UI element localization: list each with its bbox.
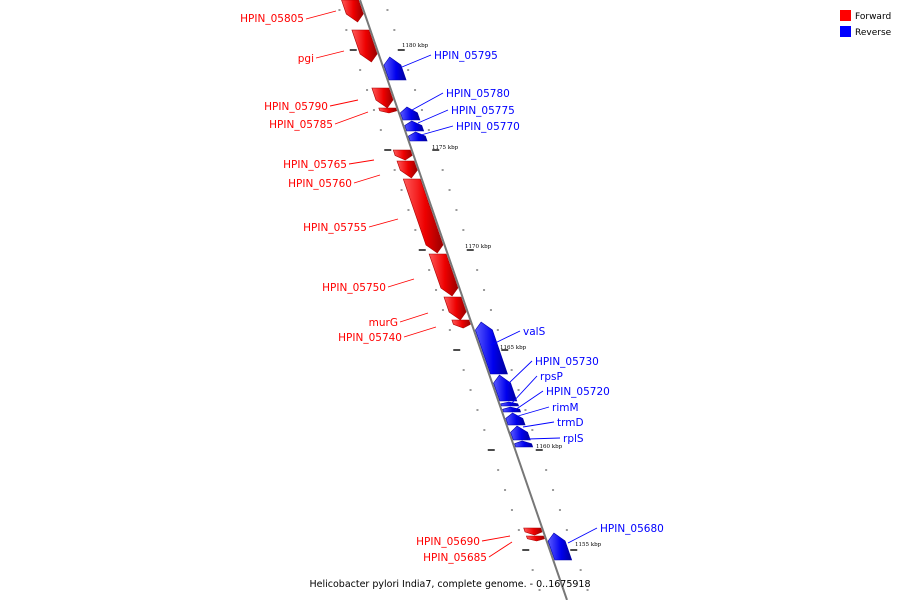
leader-line [507, 360, 533, 385]
leader-line [401, 54, 432, 68]
reverse-gene-arrow[interactable] [510, 425, 531, 441]
forward-gene-arrow[interactable] [443, 296, 467, 321]
gene-label-hpin-05795[interactable]: HPIN_05795 [434, 50, 498, 62]
gene-label-hpin-05750[interactable]: HPIN_05750 [322, 282, 386, 294]
leader-line [387, 278, 415, 288]
reverse-gene-arrow[interactable] [500, 401, 520, 407]
legend-reverse-label: Reverse [855, 28, 892, 38]
forward-gene-arrow[interactable] [371, 87, 394, 109]
leader-line [329, 99, 359, 107]
forward-gene-arrow[interactable] [523, 527, 543, 536]
gene-label-hpin-05765[interactable]: HPIN_05765 [283, 159, 347, 171]
leader-line [368, 218, 399, 228]
leader-line [481, 535, 511, 542]
gene-label-murg[interactable]: murG [369, 317, 398, 329]
gene-label-hpin-05755[interactable]: HPIN_05755 [303, 222, 367, 234]
tick-label-1160: 1160 kbp [536, 444, 563, 450]
genome-caption: Helicobacter pylori India7, complete gen… [309, 579, 590, 590]
leader-line [490, 330, 521, 346]
gene-label-hpin-05740[interactable]: HPIN_05740 [338, 332, 402, 344]
forward-gene-arrow[interactable] [525, 535, 545, 542]
gene-label-hpin-05685[interactable]: HPIN_05685 [423, 552, 487, 564]
forward-gene-arrow[interactable] [396, 160, 418, 179]
gene-label-hpin-05770[interactable]: HPIN_05770 [456, 121, 520, 133]
gene-label-hpin-05785[interactable]: HPIN_05785 [269, 119, 333, 131]
legend-forward-swatch [840, 10, 851, 21]
leader-line [334, 111, 369, 125]
gene-label-hpin-05780[interactable]: HPIN_05780 [446, 88, 510, 100]
gene-label-hpin-05805[interactable]: HPIN_05805 [240, 13, 304, 25]
scale-ticks [338, 9, 589, 591]
leader-line [511, 375, 538, 404]
reverse-gene-arrow[interactable] [408, 131, 428, 142]
leader-line [315, 50, 345, 59]
leader-line [527, 437, 561, 440]
legend-forward-label: Forward [855, 12, 891, 22]
gene-label-hpin-05790[interactable]: HPIN_05790 [264, 101, 328, 113]
leader-line [417, 109, 449, 124]
gene-label-trmd[interactable]: trmD [557, 417, 584, 429]
gene-label-hpin-05690[interactable]: HPIN_05690 [416, 536, 480, 548]
leader-line [514, 390, 544, 411]
tick-label-1155: 1155 kbp [575, 542, 602, 548]
reverse-gene-arrow[interactable] [505, 412, 526, 426]
leader-line [488, 541, 513, 558]
gene-label-pgi[interactable]: pgi [298, 53, 314, 65]
forward-gene-arrow[interactable] [378, 107, 398, 114]
genome-backbone [359, 0, 568, 600]
leader-line [403, 326, 437, 338]
gene-label-rimm[interactable]: rimM [552, 402, 579, 414]
leader-line [348, 159, 375, 165]
leader-line [567, 527, 598, 544]
forward-gene-arrow[interactable] [392, 149, 413, 161]
leader-line [522, 421, 555, 428]
gene-label-hpin-05720[interactable]: HPIN_05720 [546, 386, 610, 398]
reverse-gene-arrow[interactable] [502, 406, 522, 413]
reverse-gene-arrow[interactable] [475, 321, 508, 375]
leader-line [420, 125, 454, 136]
gene-label-hpin-05680[interactable]: HPIN_05680 [600, 523, 664, 535]
forward-gene-arrow[interactable] [402, 178, 444, 254]
leader-line [305, 10, 337, 20]
gene-label-hpin-05760[interactable]: HPIN_05760 [288, 178, 352, 190]
tick-label-1175: 1175 kbp [432, 145, 459, 151]
tick-label-1165: 1165 kbp [500, 345, 527, 351]
forward-gene-arrow[interactable] [351, 29, 378, 63]
leader-line [353, 174, 381, 184]
reverse-gene-arrow[interactable] [404, 120, 425, 132]
gene-label-rpls[interactable]: rplS [563, 433, 584, 445]
forward-gene-arrow[interactable] [451, 319, 471, 329]
tick-label-1170: 1170 kbp [465, 244, 492, 250]
reverse-gene-arrow[interactable] [514, 440, 534, 448]
leader-line [399, 312, 429, 323]
gene-label-hpin-05775[interactable]: HPIN_05775 [451, 105, 515, 117]
gene-label-hpin-05730[interactable]: HPIN_05730 [535, 356, 599, 368]
gene-label-rpsp[interactable]: rpsP [540, 371, 563, 383]
reverse-gene-arrow[interactable] [493, 374, 518, 402]
legend-reverse-swatch [840, 26, 851, 37]
gene-features [341, 0, 573, 561]
tick-label-1180: 1180 kbp [402, 43, 429, 49]
forward-gene-arrow[interactable] [341, 0, 364, 23]
leader-line [411, 92, 444, 111]
leader-line [517, 406, 550, 417]
leader-lines-forward [305, 10, 513, 558]
reverse-gene-arrow[interactable] [400, 106, 421, 121]
reverse-gene-arrow[interactable] [547, 532, 573, 561]
gene-label-vals[interactable]: valS [523, 326, 546, 338]
leader-lines-reverse [401, 54, 598, 544]
reverse-gene-arrow[interactable] [383, 56, 407, 81]
forward-gene-arrow[interactable] [428, 253, 459, 297]
